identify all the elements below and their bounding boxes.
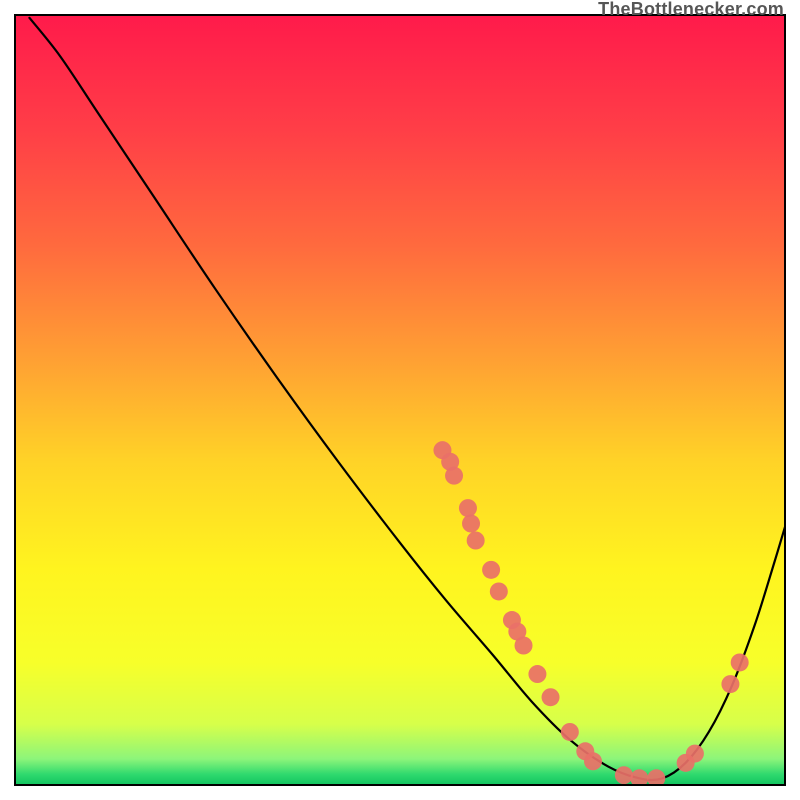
scatter-point <box>630 769 648 786</box>
scatter-point <box>445 467 463 485</box>
scatter-point <box>490 582 508 600</box>
scatter-points <box>14 14 786 786</box>
scatter-point <box>528 665 546 683</box>
scatter-point <box>482 561 500 579</box>
scatter-point <box>467 532 485 550</box>
watermark-text: TheBottlenecker.com <box>598 0 784 20</box>
scatter-point <box>584 752 602 770</box>
scatter-point <box>686 745 704 763</box>
scatter-point <box>731 653 749 671</box>
scatter-point <box>462 515 480 533</box>
scatter-point <box>647 769 665 786</box>
scatter-point <box>515 637 533 655</box>
scatter-point <box>561 723 579 741</box>
scatter-point <box>721 675 739 693</box>
scatter-point <box>542 688 560 706</box>
figure-container: TheBottlenecker.com <box>0 0 800 800</box>
scatter-point <box>459 499 477 517</box>
scatter-point <box>615 766 633 784</box>
plot-area <box>14 14 786 786</box>
